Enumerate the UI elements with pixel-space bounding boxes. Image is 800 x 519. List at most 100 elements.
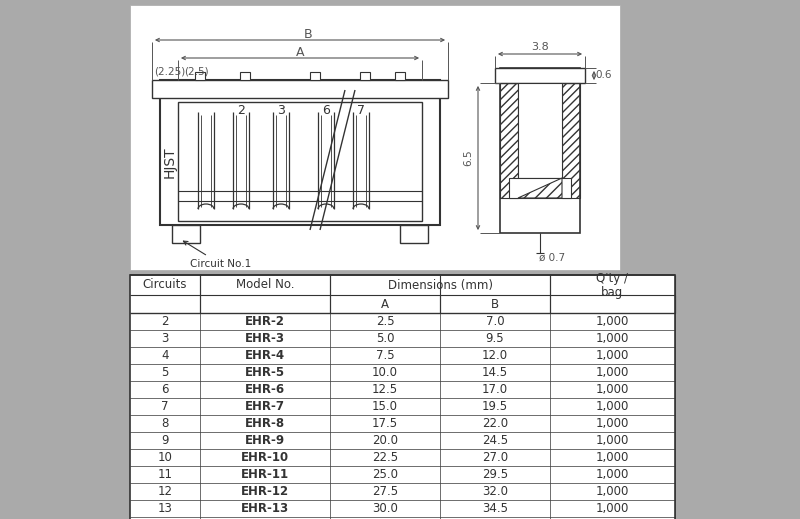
Bar — [395, 72, 405, 80]
Text: Circuits: Circuits — [142, 279, 187, 292]
Text: 17.5: 17.5 — [372, 417, 398, 430]
Text: 12: 12 — [158, 485, 173, 498]
Text: EHR-2: EHR-2 — [245, 315, 285, 328]
Bar — [500, 83, 518, 198]
Text: 9.5: 9.5 — [486, 332, 504, 345]
Text: 7.0: 7.0 — [486, 315, 504, 328]
Text: 12.5: 12.5 — [372, 383, 398, 396]
Text: 14.5: 14.5 — [482, 366, 508, 379]
Text: 29.5: 29.5 — [482, 468, 508, 481]
Text: 1,000: 1,000 — [595, 332, 629, 345]
Text: 22.0: 22.0 — [482, 417, 508, 430]
Text: 10: 10 — [158, 451, 173, 464]
Text: EHR-8: EHR-8 — [245, 417, 285, 430]
Text: 9: 9 — [162, 434, 169, 447]
Text: 27.0: 27.0 — [482, 451, 508, 464]
Bar — [562, 83, 580, 198]
Text: Circuit No.1: Circuit No.1 — [183, 241, 251, 269]
Bar — [130, 275, 675, 519]
Text: 1,000: 1,000 — [595, 502, 629, 515]
Text: 19.5: 19.5 — [482, 400, 508, 413]
Bar — [310, 72, 320, 80]
Text: 5: 5 — [162, 366, 169, 379]
Text: ø 0.7: ø 0.7 — [539, 253, 565, 263]
Text: 6: 6 — [322, 103, 330, 116]
Text: 5.0: 5.0 — [376, 332, 394, 345]
Text: 3: 3 — [277, 103, 285, 116]
Text: (2.5): (2.5) — [184, 67, 208, 77]
Text: 1,000: 1,000 — [595, 451, 629, 464]
Bar — [509, 178, 571, 198]
Text: 3.8: 3.8 — [531, 42, 549, 52]
Bar — [172, 225, 200, 243]
Bar — [178, 102, 422, 221]
Text: 2.5: 2.5 — [376, 315, 394, 328]
Text: EHR-3: EHR-3 — [245, 332, 285, 345]
Bar — [360, 72, 370, 80]
Text: 0.6: 0.6 — [596, 70, 612, 80]
Text: HJST: HJST — [163, 146, 177, 178]
Text: EHR-12: EHR-12 — [241, 485, 289, 498]
Text: 8: 8 — [162, 417, 169, 430]
Bar — [495, 68, 585, 83]
Text: 1,000: 1,000 — [595, 400, 629, 413]
Text: (2.25): (2.25) — [154, 67, 186, 77]
Text: 30.0: 30.0 — [372, 502, 398, 515]
Text: 22.5: 22.5 — [372, 451, 398, 464]
Text: 20.0: 20.0 — [372, 434, 398, 447]
Text: 7: 7 — [162, 400, 169, 413]
Text: 15.0: 15.0 — [372, 400, 398, 413]
Text: 7: 7 — [357, 103, 365, 116]
Text: 24.5: 24.5 — [482, 434, 508, 447]
Text: 6: 6 — [162, 383, 169, 396]
Text: 4: 4 — [162, 349, 169, 362]
Text: 25.0: 25.0 — [372, 468, 398, 481]
Text: 10.0: 10.0 — [372, 366, 398, 379]
Text: 27.5: 27.5 — [372, 485, 398, 498]
Text: 1,000: 1,000 — [595, 434, 629, 447]
Text: EHR-9: EHR-9 — [245, 434, 285, 447]
Bar — [400, 225, 428, 243]
Text: 2: 2 — [162, 315, 169, 328]
Text: 34.5: 34.5 — [482, 502, 508, 515]
Text: 3: 3 — [162, 332, 169, 345]
Text: EHR-6: EHR-6 — [245, 383, 285, 396]
Text: A: A — [381, 297, 389, 310]
Text: 2: 2 — [237, 103, 245, 116]
Bar — [518, 83, 562, 178]
Text: Q'ty /: Q'ty / — [596, 272, 628, 285]
Text: EHR-4: EHR-4 — [245, 349, 285, 362]
Text: EHR-10: EHR-10 — [241, 451, 289, 464]
Bar — [500, 83, 518, 198]
Text: bag: bag — [601, 286, 623, 299]
Text: B: B — [304, 28, 312, 40]
Text: 1,000: 1,000 — [595, 366, 629, 379]
Text: B: B — [491, 297, 499, 310]
Bar — [240, 72, 250, 80]
Text: EHR-7: EHR-7 — [245, 400, 285, 413]
Text: 17.0: 17.0 — [482, 383, 508, 396]
Bar — [195, 72, 205, 80]
Text: 7.5: 7.5 — [376, 349, 394, 362]
Text: EHR-13: EHR-13 — [241, 502, 289, 515]
Bar — [130, 5, 620, 270]
Text: EHR-11: EHR-11 — [241, 468, 289, 481]
Text: EHR-5: EHR-5 — [245, 366, 285, 379]
Text: 1,000: 1,000 — [595, 349, 629, 362]
Text: 1,000: 1,000 — [595, 315, 629, 328]
Text: 1,000: 1,000 — [595, 468, 629, 481]
Text: Model No.: Model No. — [236, 279, 294, 292]
Bar — [160, 80, 440, 225]
Text: 11: 11 — [158, 468, 173, 481]
Bar — [152, 80, 448, 98]
Text: A: A — [296, 46, 304, 59]
Text: Dimensions (mm): Dimensions (mm) — [387, 279, 493, 292]
Text: 1,000: 1,000 — [595, 417, 629, 430]
Text: 32.0: 32.0 — [482, 485, 508, 498]
Text: 6.5: 6.5 — [463, 149, 473, 166]
Bar — [500, 68, 580, 233]
Text: 1,000: 1,000 — [595, 383, 629, 396]
Text: 13: 13 — [158, 502, 173, 515]
Text: 12.0: 12.0 — [482, 349, 508, 362]
Text: 1,000: 1,000 — [595, 485, 629, 498]
